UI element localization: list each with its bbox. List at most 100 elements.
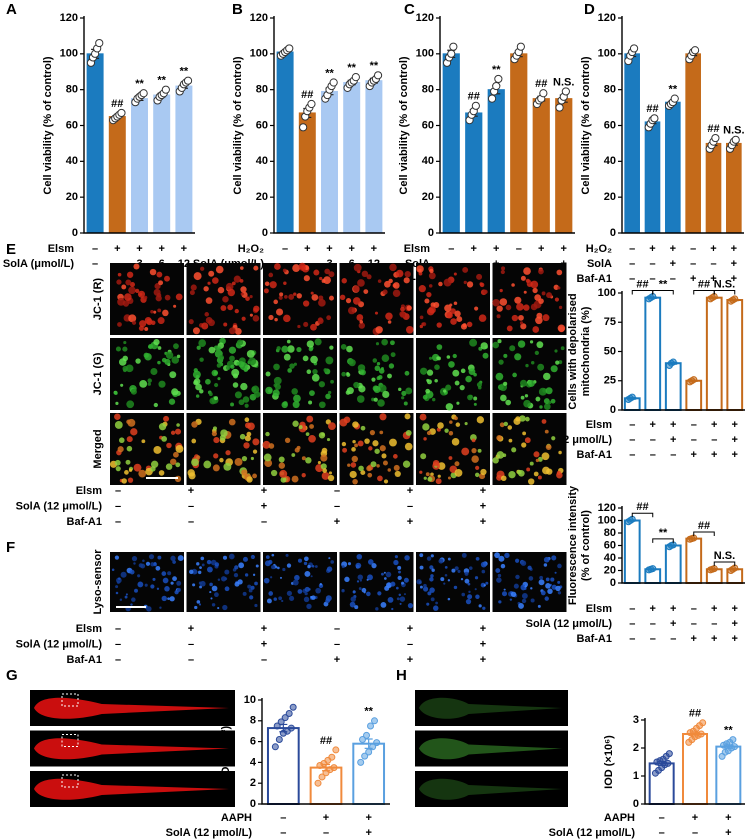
cell (274, 263, 281, 270)
cell (446, 355, 451, 359)
condition-sign: + (692, 812, 698, 824)
y-tick-label: 120 (598, 502, 616, 514)
cell (157, 317, 165, 325)
data-point (561, 87, 570, 96)
cell (252, 473, 257, 479)
cell (244, 417, 250, 423)
cell (212, 426, 218, 431)
cell (530, 361, 535, 365)
condition-sign: – (659, 827, 665, 839)
cell (498, 359, 504, 365)
cell (291, 453, 296, 457)
cell (317, 461, 321, 465)
cell (525, 416, 530, 422)
cell (523, 290, 527, 294)
cell (453, 272, 457, 276)
cell (245, 296, 250, 301)
y-tick-label: 60 (256, 119, 268, 131)
cell (438, 281, 443, 287)
cell (130, 603, 133, 606)
cell (467, 582, 471, 586)
cell (341, 371, 347, 377)
cell (233, 275, 241, 283)
condition-name: SolA (12 μmol/L) (549, 827, 636, 839)
cell (515, 558, 520, 563)
image-label: Control (526, 711, 565, 723)
cell (496, 451, 505, 459)
y-tick-label: 4 (250, 756, 257, 768)
significance-label: ** (325, 67, 334, 79)
cell (513, 583, 519, 589)
condition-sign: – (629, 419, 635, 431)
condition-sign: + (731, 258, 737, 270)
cell (270, 576, 273, 579)
cell (424, 298, 430, 304)
micrograph (263, 263, 337, 335)
condition-sign: + (493, 243, 499, 255)
cell (495, 568, 501, 573)
cell (452, 353, 457, 359)
cell (242, 591, 247, 596)
cell (192, 370, 201, 379)
data-point (139, 89, 148, 98)
cell (122, 346, 128, 352)
cell (282, 401, 288, 406)
data-point (351, 73, 360, 82)
cell (498, 600, 502, 604)
cell (263, 453, 272, 462)
cell (128, 468, 133, 472)
cell (211, 431, 217, 437)
cell (150, 368, 158, 376)
cell (389, 263, 397, 272)
cell (419, 315, 424, 320)
condition-name: Elsm (76, 485, 103, 497)
condition-sign: + (650, 603, 656, 615)
condition-sign: + (480, 516, 486, 528)
cell (266, 598, 272, 604)
cell (390, 340, 395, 346)
cell (214, 562, 220, 567)
cell (537, 604, 541, 608)
condition-sign: – (280, 827, 286, 839)
cell (221, 576, 227, 582)
cell (371, 563, 377, 569)
cell (516, 469, 522, 475)
condition-sign: – (516, 243, 522, 255)
cell (344, 576, 350, 583)
condition-sign: – (407, 638, 413, 650)
cell (436, 322, 442, 328)
cell (153, 338, 160, 346)
condition-sign: + (670, 243, 676, 255)
cell (128, 314, 137, 323)
cell (125, 364, 134, 373)
data-point (329, 78, 338, 87)
cell (125, 279, 132, 286)
y-tick-label: 40 (604, 552, 616, 564)
condition-sign: – (115, 623, 121, 635)
condition-name: AAPH (604, 812, 635, 824)
condition-sign: – (261, 516, 267, 528)
cell (538, 387, 547, 396)
condition-sign: – (280, 812, 286, 824)
cell (528, 576, 534, 581)
cell (394, 555, 398, 559)
cell (520, 379, 528, 387)
cell (208, 346, 216, 354)
cell (376, 362, 381, 366)
cell (348, 359, 356, 367)
condition-name: SolA (12 μmol/L) (16, 638, 103, 650)
cell (329, 345, 334, 350)
cell (467, 394, 473, 401)
cell (274, 383, 281, 390)
condition-sign: – (659, 812, 665, 824)
cell (506, 325, 513, 332)
condition-sign: – (691, 618, 697, 630)
condition-name: SolA (12 μmol/L) (16, 500, 103, 512)
cell (308, 434, 316, 443)
cell (176, 423, 180, 427)
cell (435, 601, 438, 605)
cell (416, 579, 422, 585)
condition-sign: + (670, 603, 676, 615)
cell (114, 555, 120, 560)
